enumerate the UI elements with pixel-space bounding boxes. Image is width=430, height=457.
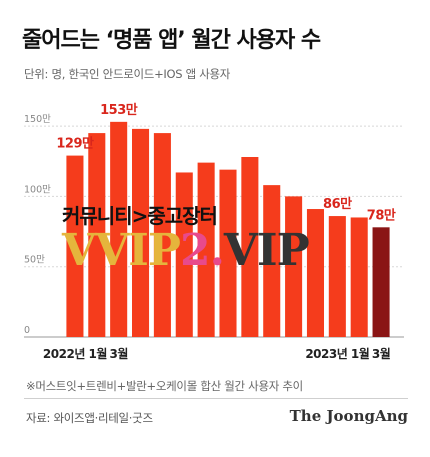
watermark-part-1: VVIP <box>62 225 181 276</box>
x-tick-label: 3월 <box>109 346 128 361</box>
x-tick-label: 2022년 1월 <box>43 346 107 361</box>
bar <box>350 217 368 337</box>
bar <box>197 162 215 337</box>
data-label: 153만 <box>100 102 138 118</box>
bar <box>88 133 106 337</box>
brand-logo: The JoongAng <box>289 407 408 425</box>
footnote: ※머스트잇+트렌비+발란+오케이몰 합산 월간 사용자 추이 <box>26 379 303 393</box>
watermark-part-2: 2. <box>179 225 225 276</box>
watermark-logo: VVIP2.VIP <box>62 225 310 276</box>
source-credit: 자료: 와이즈앱·리테일·굿즈 <box>26 411 153 425</box>
x-tick-label: 3월 <box>372 346 391 361</box>
watermark-part-3: VIP <box>223 225 310 276</box>
data-label: 86만 <box>323 196 352 212</box>
x-tick-label: 2023년 1월 <box>305 346 369 361</box>
bar <box>153 133 171 337</box>
bar <box>219 169 237 337</box>
y-tick-label: 100만 <box>24 184 51 195</box>
chart-title: 줄어드는 ‘명품 앱’ 월간 사용자 수 <box>22 28 321 53</box>
bar <box>110 121 128 337</box>
bar <box>306 209 324 337</box>
bar <box>241 157 259 337</box>
chart-subtitle: 단위: 명, 한국인 안드로이드+IOS 앱 사용자 <box>24 67 231 81</box>
y-tick-label: 0 <box>24 325 30 336</box>
bar <box>66 155 84 337</box>
data-label: 78만 <box>367 207 396 223</box>
data-label: 129만 <box>56 136 94 152</box>
y-tick-label: 50만 <box>24 255 45 266</box>
bar <box>285 196 303 337</box>
bar <box>372 227 390 337</box>
bar <box>175 172 193 337</box>
y-tick-label: 150만 <box>24 114 51 125</box>
divider <box>24 398 408 399</box>
watermark-korean-text: 커뮤니티>중고장터 <box>62 204 218 228</box>
bar <box>263 185 281 337</box>
bar <box>328 216 346 337</box>
bar <box>132 128 150 337</box>
